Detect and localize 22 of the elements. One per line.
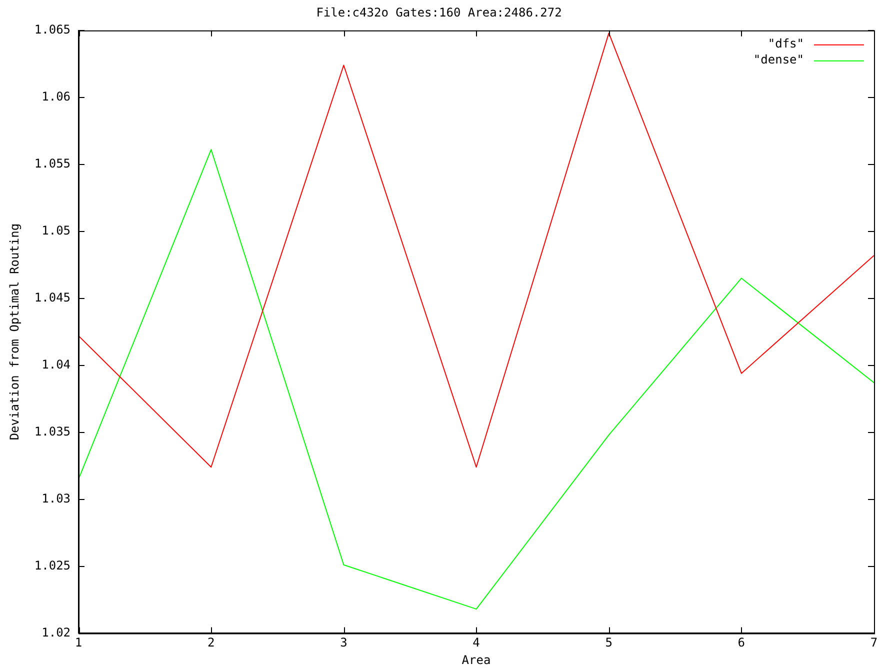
x-tick-label: 3 bbox=[340, 636, 348, 650]
y-tick-label: 1.04 bbox=[42, 357, 71, 372]
y-tick-label: 1.065 bbox=[34, 22, 71, 37]
x-tick-label: 4 bbox=[472, 636, 480, 650]
y-tick-label: 1.05 bbox=[42, 223, 71, 238]
x-tick-label: 1 bbox=[74, 636, 82, 650]
x-tick-label: 2 bbox=[207, 636, 215, 650]
y-tick-label: 1.06 bbox=[42, 90, 71, 104]
x-tick-label: 7 bbox=[870, 636, 878, 650]
y-tick-label: 1.035 bbox=[34, 424, 71, 438]
legend-label: "dense" bbox=[753, 52, 804, 67]
x-tick-label: 6 bbox=[738, 636, 746, 650]
y-axis-title: Deviation from Optimal Routing bbox=[7, 223, 22, 440]
y-tick-label: 1.025 bbox=[34, 558, 71, 572]
x-tick-label: 5 bbox=[605, 636, 612, 650]
chart-title: File:c432o Gates:160 Area:2486.272 bbox=[316, 5, 562, 20]
y-tick-label: 1.03 bbox=[42, 491, 71, 506]
x-axis-title: Area bbox=[462, 652, 491, 667]
legend-label: "dfs" bbox=[768, 36, 804, 51]
y-tick-label: 1.045 bbox=[34, 290, 71, 304]
y-tick-label: 1.055 bbox=[34, 156, 71, 170]
y-tick-label: 1.02 bbox=[42, 625, 71, 640]
